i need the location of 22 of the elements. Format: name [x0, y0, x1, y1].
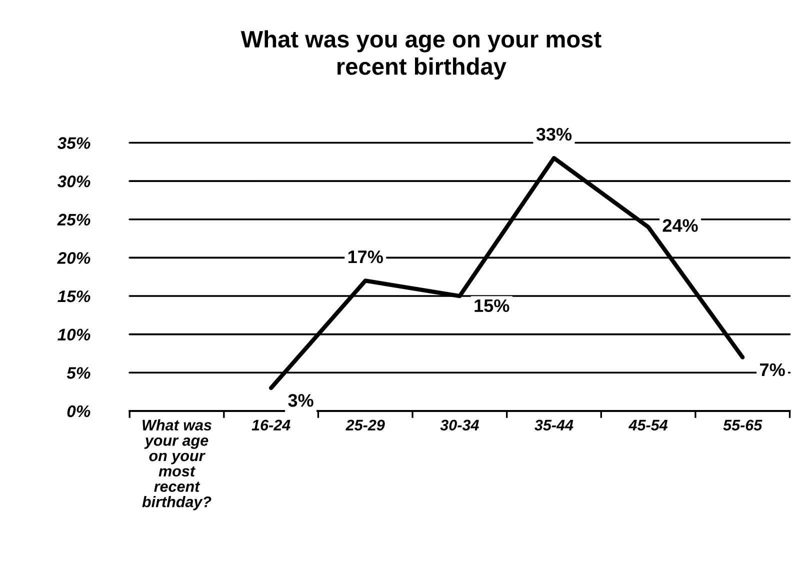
- x-tick-label: What was your age on your most recent birthday?: [142, 419, 212, 510]
- x-tick-label: 25-29: [346, 420, 385, 431]
- y-tick-label: 5%: [66, 367, 90, 379]
- x-tick-label: 30-34: [440, 420, 479, 431]
- y-tick-label: 10%: [58, 328, 90, 341]
- data-label: 17%: [348, 250, 383, 264]
- y-tick-label: 30%: [57, 175, 90, 188]
- y-tick-label: 15%: [58, 290, 90, 302]
- y-tick-label: 20%: [57, 252, 90, 264]
- data-label: 3%: [288, 394, 314, 407]
- y-tick-label: 35%: [57, 137, 90, 149]
- x-tick-label: 45-54: [628, 420, 668, 431]
- data-label: 15%: [474, 299, 510, 312]
- x-tick-label: 16-24: [252, 420, 290, 431]
- data-label: 7%: [760, 363, 785, 376]
- y-tick-label: 25%: [57, 214, 90, 226]
- x-tick-label: 35-44: [534, 420, 574, 431]
- y-tick-label: 0%: [67, 405, 90, 418]
- data-label: 24%: [662, 219, 698, 232]
- chart-title: What was you age on your most recent birthday: [240, 30, 602, 80]
- data-label: 33%: [536, 128, 572, 141]
- x-tick-label: 55-65: [723, 420, 762, 431]
